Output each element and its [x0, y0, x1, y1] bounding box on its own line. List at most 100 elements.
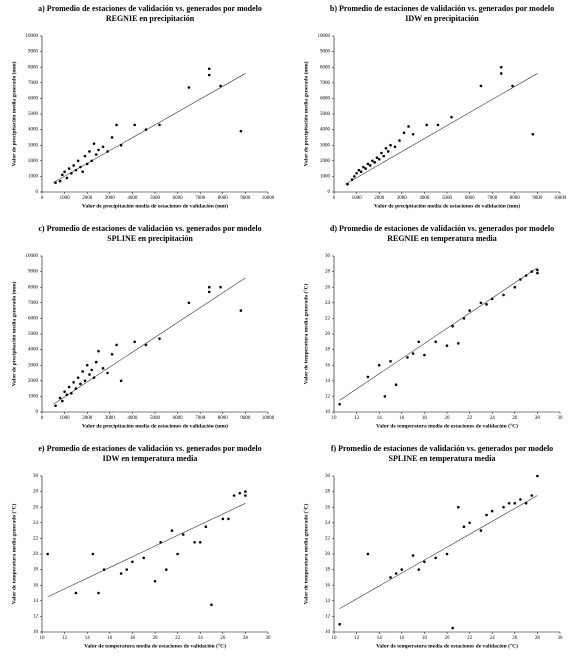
- point: [479, 84, 483, 88]
- y-tick-label: 24: [33, 521, 39, 526]
- y-tick-label: 1000: [28, 395, 39, 400]
- point: [366, 375, 370, 379]
- x-tick-label: 7000: [195, 196, 206, 201]
- point: [462, 525, 466, 528]
- x-tick-label: 18: [422, 636, 428, 641]
- x-tick-label: 14: [85, 636, 91, 641]
- x-tick-label: 10000: [262, 416, 275, 421]
- x-tick-label: 12: [354, 636, 360, 641]
- point: [79, 165, 82, 169]
- point: [83, 379, 87, 383]
- point: [97, 591, 100, 595]
- point: [417, 340, 421, 344]
- point: [170, 529, 174, 532]
- point: [366, 552, 370, 556]
- point: [386, 150, 390, 153]
- y-tick-label: 5000: [320, 112, 331, 117]
- x-tick-label: 10: [40, 636, 46, 641]
- point: [115, 123, 118, 127]
- y-tick-label: 12: [325, 395, 331, 400]
- trendline: [345, 73, 538, 185]
- x-tick-label: 8000: [218, 416, 229, 421]
- point: [355, 171, 358, 175]
- point: [338, 402, 341, 406]
- x-tick-label: 0: [41, 416, 44, 421]
- y-tick-label: 6000: [28, 97, 39, 102]
- point: [468, 309, 471, 312]
- point: [83, 154, 87, 158]
- point: [239, 309, 243, 312]
- plot: 0 1000 2000 3000 4000 5000 6000 7000 8000 9000 100…: [302, 34, 566, 209]
- y-tick-label: 28: [325, 490, 331, 495]
- x-tick-label: 3000: [397, 196, 408, 201]
- point: [198, 541, 202, 544]
- x-tick-label: 16: [399, 416, 405, 421]
- point: [158, 337, 161, 340]
- plot: 10 12 14 16 18 20 22 24 26 28 30 10 12 14 16 18 20 22 24 26…: [302, 474, 564, 649]
- point: [232, 494, 236, 497]
- point: [353, 175, 356, 178]
- x-tick-label: 2000: [82, 196, 93, 201]
- point: [65, 393, 69, 397]
- x-tick-label: 26: [220, 636, 226, 641]
- x-tick-label: 22: [467, 416, 473, 421]
- point: [119, 379, 123, 383]
- point: [92, 142, 96, 145]
- point: [450, 115, 453, 119]
- point: [76, 376, 80, 379]
- point: [91, 552, 95, 556]
- point: [101, 145, 105, 149]
- x-tick-label: 2000: [374, 196, 385, 201]
- x-tick-label: 9000: [240, 196, 251, 201]
- point: [193, 541, 196, 544]
- trendline: [339, 495, 538, 609]
- point: [54, 404, 57, 408]
- y-tick-label: 12: [33, 615, 39, 620]
- point: [389, 576, 392, 579]
- x-tick-label: 9000: [532, 196, 543, 201]
- point: [536, 268, 539, 272]
- point: [434, 340, 437, 344]
- point: [74, 387, 78, 390]
- y-tick-label: 9000: [320, 50, 331, 55]
- y-tick-label: 5000: [28, 332, 39, 337]
- y-tick-label: 8000: [28, 65, 39, 70]
- x-tick-label: 12: [354, 416, 360, 421]
- point: [530, 270, 534, 273]
- point: [210, 603, 213, 606]
- x-axis-label: Valor de temperatura media de estaciones…: [376, 422, 518, 429]
- point: [219, 84, 222, 88]
- trendline: [53, 277, 246, 405]
- point: [74, 591, 78, 595]
- y-tick-label: 0: [36, 410, 39, 415]
- point: [61, 399, 64, 403]
- point: [70, 171, 73, 175]
- point: [239, 129, 243, 133]
- x-tick-label: 10: [332, 636, 338, 641]
- point: [244, 490, 247, 493]
- point: [110, 136, 114, 139]
- x-tick-label: 30: [558, 636, 564, 641]
- x-tick-label: 24: [490, 416, 496, 421]
- chart-title: b) Promedio de estaciones de validación …: [329, 4, 555, 23]
- x-axis-label: Valor de precipitación media de estacion…: [374, 202, 520, 209]
- point: [451, 626, 454, 630]
- x-axis-label: Valor de precipitación media de estacion…: [82, 422, 228, 429]
- x-tick-label: 10: [332, 416, 338, 421]
- point: [423, 560, 426, 564]
- y-tick-label: 1000: [320, 175, 331, 180]
- point: [58, 396, 62, 400]
- y-tick-label: 30: [325, 474, 331, 479]
- point: [364, 167, 367, 170]
- point: [133, 340, 136, 344]
- point: [227, 517, 230, 521]
- point: [88, 373, 91, 376]
- x-tick-label: 8000: [510, 196, 521, 201]
- x-tick-label: 20: [153, 636, 159, 641]
- point: [445, 344, 449, 347]
- chart-panel: c) Promedio de estaciones de validación …: [0, 220, 292, 440]
- point: [72, 381, 75, 384]
- point: [101, 367, 105, 370]
- x-tick-label: 4000: [419, 196, 430, 201]
- x-tick-label: 6000: [465, 196, 476, 201]
